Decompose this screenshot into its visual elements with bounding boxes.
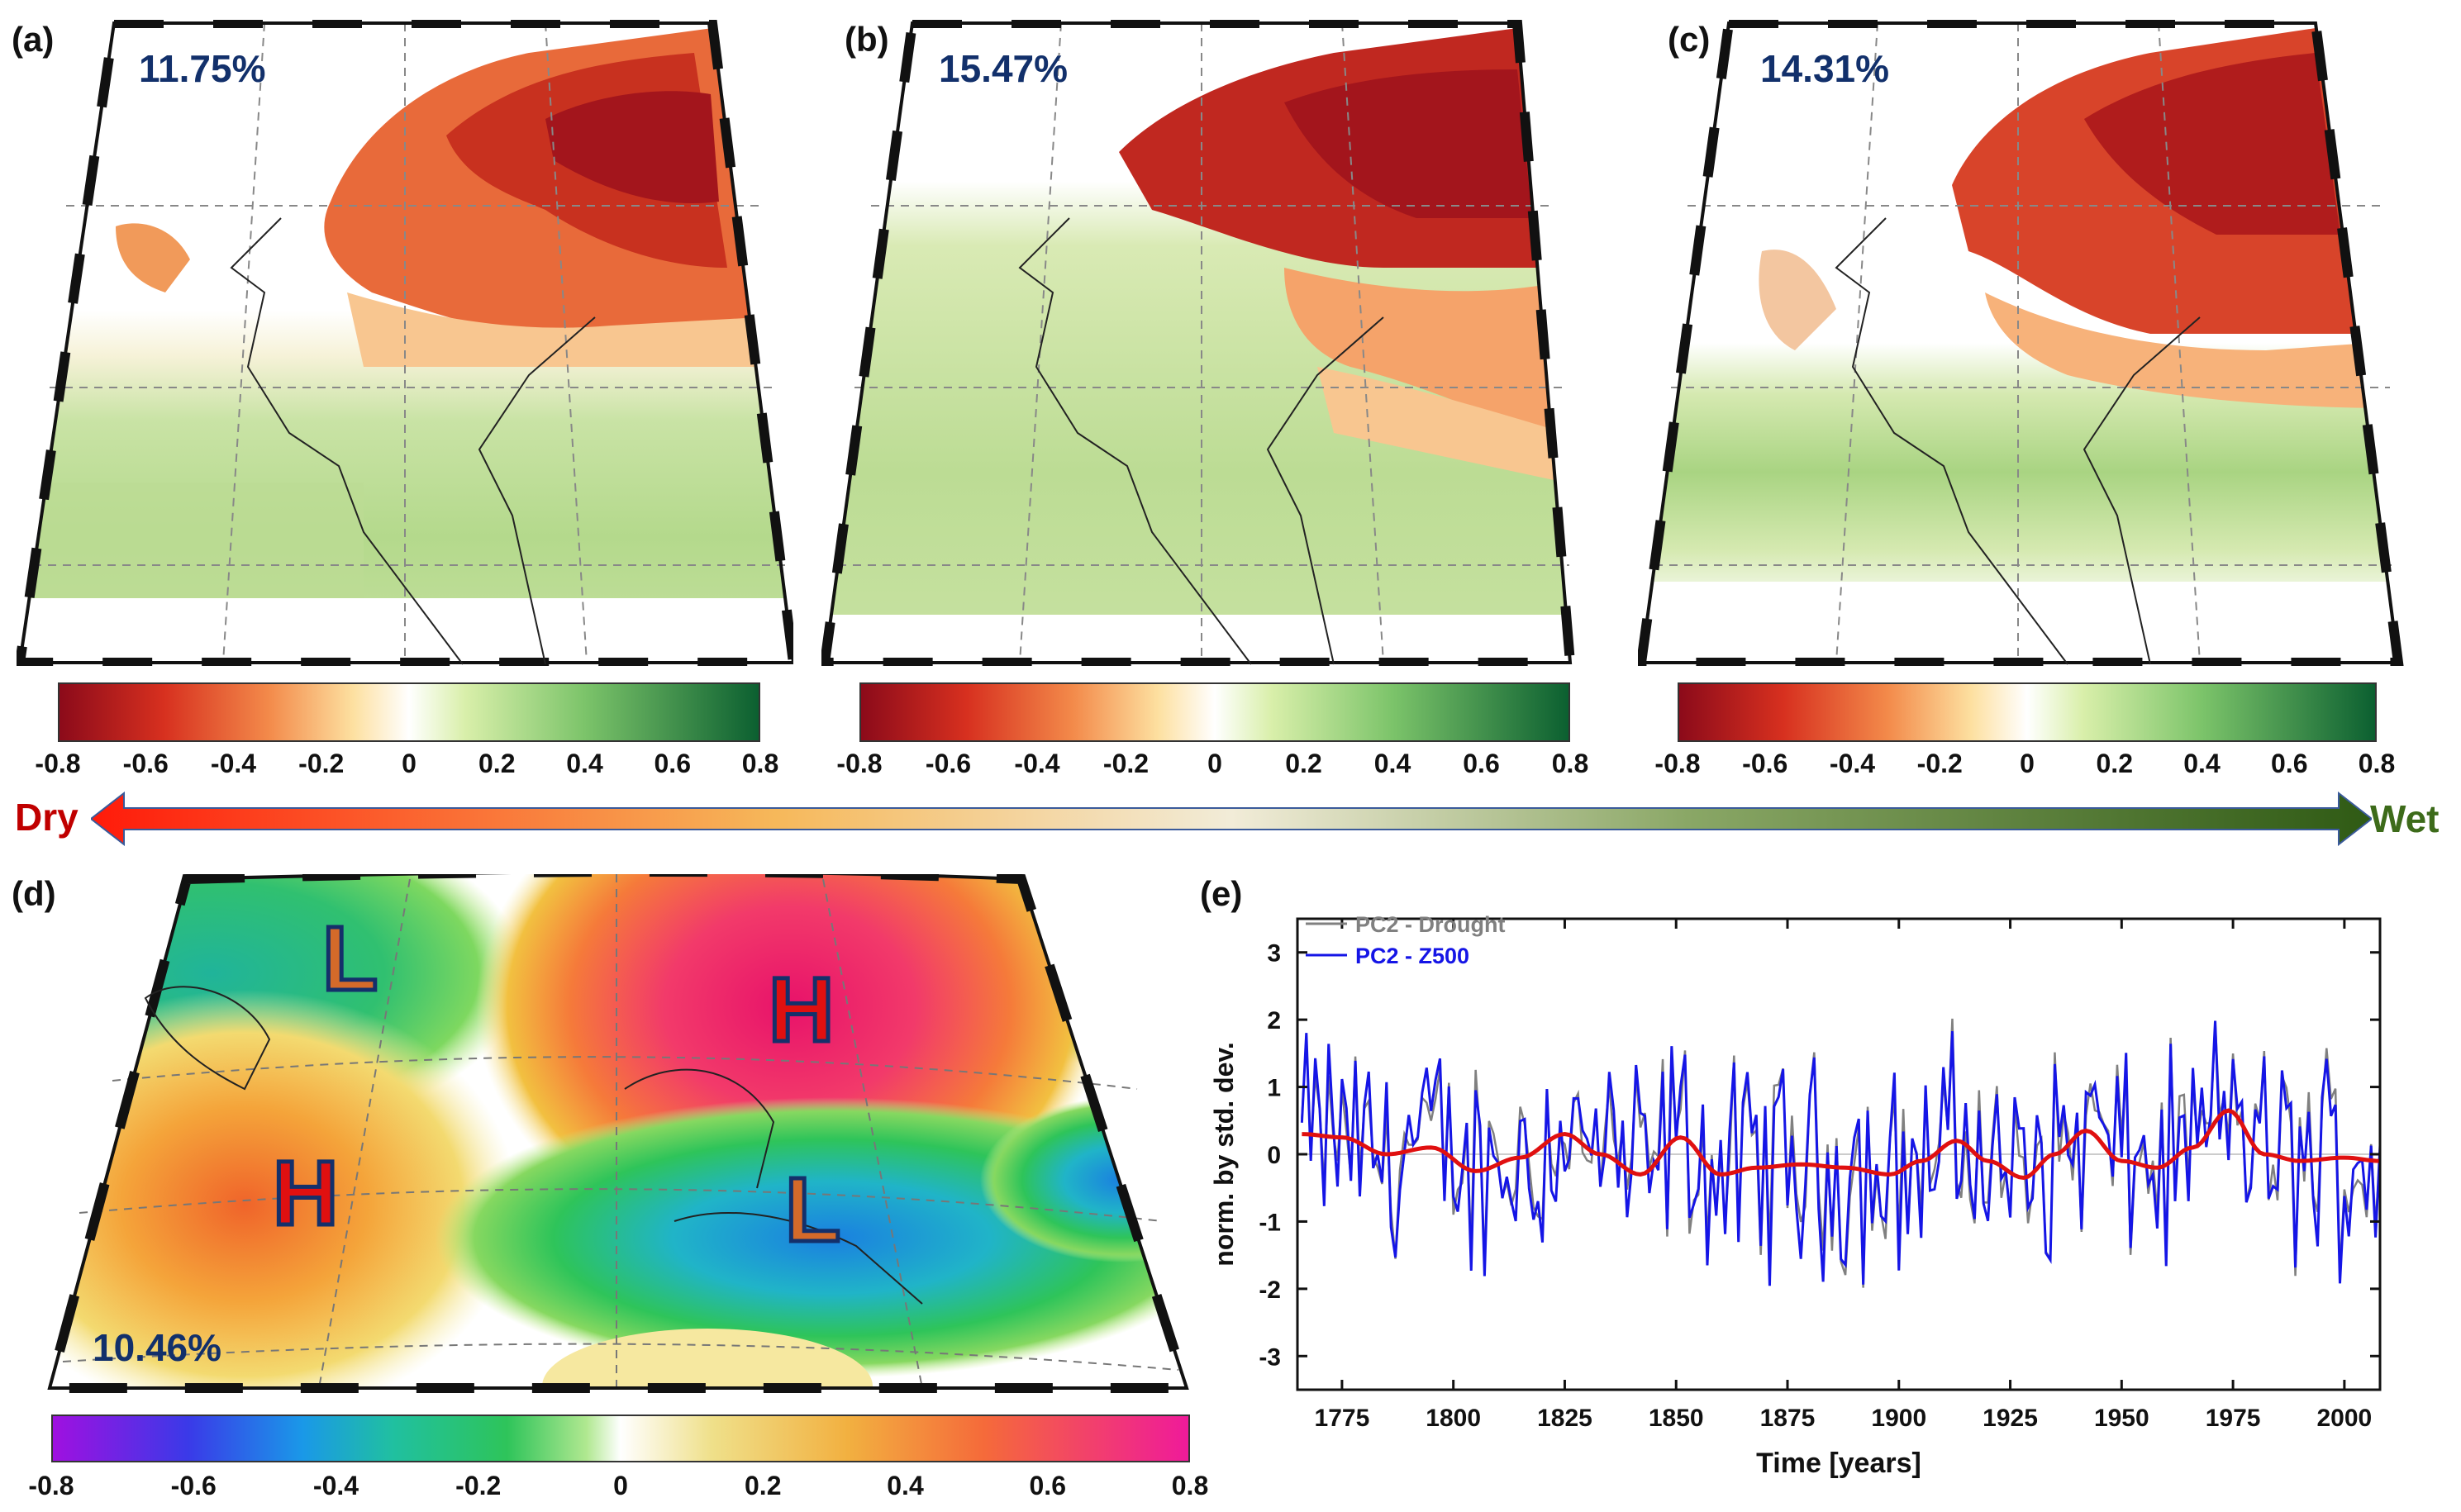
y-tick-label: -3 <box>1259 1343 1281 1371</box>
dry-wet-arrow <box>91 792 2372 846</box>
chart-e: 1775 1800 1825 1850 1875 1900 1925 1950 1975 2000… <box>1209 912 2382 1479</box>
colorbar-c-tick: -0.8 <box>1654 749 1701 778</box>
variance-label-c: 14.31% <box>1760 47 1890 90</box>
x-tick-label: 1800 <box>1426 1405 1481 1432</box>
colorbar-d-tick: -0.2 <box>455 1471 502 1500</box>
x-tick-label: 1775 <box>1315 1405 1370 1432</box>
low-pressure-mediterranean: L <box>783 1159 842 1261</box>
colorbar-d-tick: 0.6 <box>1029 1471 1066 1500</box>
x-tick-label: 1850 <box>1649 1405 1704 1432</box>
y-tick-label: 3 <box>1267 940 1281 968</box>
colorbar-d-tick: -0.4 <box>312 1471 359 1500</box>
colorbar-a-tick: 0 <box>402 749 417 778</box>
colorbar-b-tick: -0.2 <box>1102 749 1150 778</box>
colorbar-d-tick: 0 <box>613 1471 628 1500</box>
panel-label-b: (b) <box>845 20 889 59</box>
y-tick-label: -1 <box>1259 1209 1281 1236</box>
panel-label-d: (d) <box>12 874 56 913</box>
colorbar-a-tick: 0.6 <box>654 749 691 778</box>
panel-label-e: (e) <box>1200 874 1243 913</box>
colorbar-a-tick: -0.2 <box>298 749 345 778</box>
colorbar-c-tick: 0.2 <box>2096 749 2133 778</box>
colorbar-a-tick: 0.8 <box>741 749 779 778</box>
x-tick-label: 1950 <box>2094 1405 2149 1432</box>
map-d <box>46 874 1194 1393</box>
variance-label-b: 15.47% <box>939 47 1069 90</box>
colorbar-c-tick: -0.2 <box>1916 749 1963 778</box>
panel-label-a: (a) <box>12 20 55 59</box>
colorbar-c-tick: 0.8 <box>2358 749 2396 778</box>
colorbar-c-tick: 0.4 <box>2183 749 2221 778</box>
colorbar-d-tick: 0.2 <box>745 1471 782 1500</box>
colorbar-a-tick: 0.4 <box>566 749 603 778</box>
low-pressure-greenland: L <box>320 908 379 1010</box>
series-z500-line <box>1300 1020 2382 1286</box>
map-c <box>1638 20 2404 666</box>
x-tick-label: 2000 <box>2316 1405 2372 1432</box>
x-tick-label: 1975 <box>2206 1405 2261 1432</box>
colorbar-b-tick: 0.8 <box>1551 749 1589 778</box>
colorbar-b-tick: -0.8 <box>836 749 883 778</box>
x-axis-label: Time [years] <box>1756 1448 1921 1479</box>
colorbar-c-tick: 0.6 <box>2271 749 2308 778</box>
y-tick-label: 1 <box>1267 1075 1281 1102</box>
colorbar-d-tick: 0.8 <box>1171 1471 1209 1500</box>
colorbar-c <box>1678 682 2377 742</box>
colorbar-a-tick: -0.6 <box>122 749 169 778</box>
y-axis-label: norm. by std. dev. <box>1209 1042 1239 1266</box>
colorbar-c-tick: -0.4 <box>1829 749 1876 778</box>
colorbar-d-tick: -0.6 <box>170 1471 217 1500</box>
high-pressure-atlantic: H <box>270 1143 340 1244</box>
colorbar-b <box>859 682 1570 742</box>
variance-label-d: 10.46% <box>93 1326 222 1369</box>
legend-label: PC2 - Z500 <box>1355 944 1469 968</box>
series-smoothed-line <box>1302 1108 2381 1181</box>
colorbar-a-tick: -0.8 <box>35 749 81 778</box>
panel-label-c: (c) <box>1668 20 1711 59</box>
colorbar-a-tick: 0.2 <box>478 749 516 778</box>
colorbar-b-tick: 0.2 <box>1285 749 1322 778</box>
y-tick-label: -2 <box>1259 1277 1281 1304</box>
y-tick-label: 2 <box>1267 1007 1281 1034</box>
x-tick-label: 1875 <box>1760 1405 1816 1432</box>
colorbar-d-tick: -0.8 <box>28 1471 74 1500</box>
colorbar-b-tick: 0.4 <box>1373 749 1411 778</box>
colorbar-a <box>58 682 760 742</box>
variance-label-a: 11.75% <box>139 47 266 90</box>
colorbar-d <box>51 1415 1190 1462</box>
colorbar-c-tick: 0 <box>2020 749 2035 778</box>
y-tick-label: 0 <box>1267 1142 1281 1169</box>
colorbar-a-tick: -0.4 <box>210 749 257 778</box>
x-tick-label: 1900 <box>1871 1405 1926 1432</box>
dry-label: Dry <box>15 796 79 839</box>
colorbar-b-tick: 0 <box>1207 749 1222 778</box>
high-pressure-europe: H <box>766 959 835 1061</box>
colorbar-d-tick: 0.4 <box>887 1471 924 1500</box>
map-b <box>821 20 1576 666</box>
colorbar-b-tick: -0.6 <box>925 749 972 778</box>
x-tick-label: 1825 <box>1537 1405 1592 1432</box>
wet-label: Wet <box>2370 797 2440 840</box>
legend-label: PC2 - Drought <box>1355 912 1506 937</box>
colorbar-c-tick: -0.6 <box>1742 749 1788 778</box>
colorbar-b-tick: -0.4 <box>1014 749 1060 778</box>
x-tick-label: 1925 <box>1983 1405 2038 1432</box>
map-a <box>17 20 793 666</box>
colorbar-b-tick: 0.6 <box>1463 749 1500 778</box>
